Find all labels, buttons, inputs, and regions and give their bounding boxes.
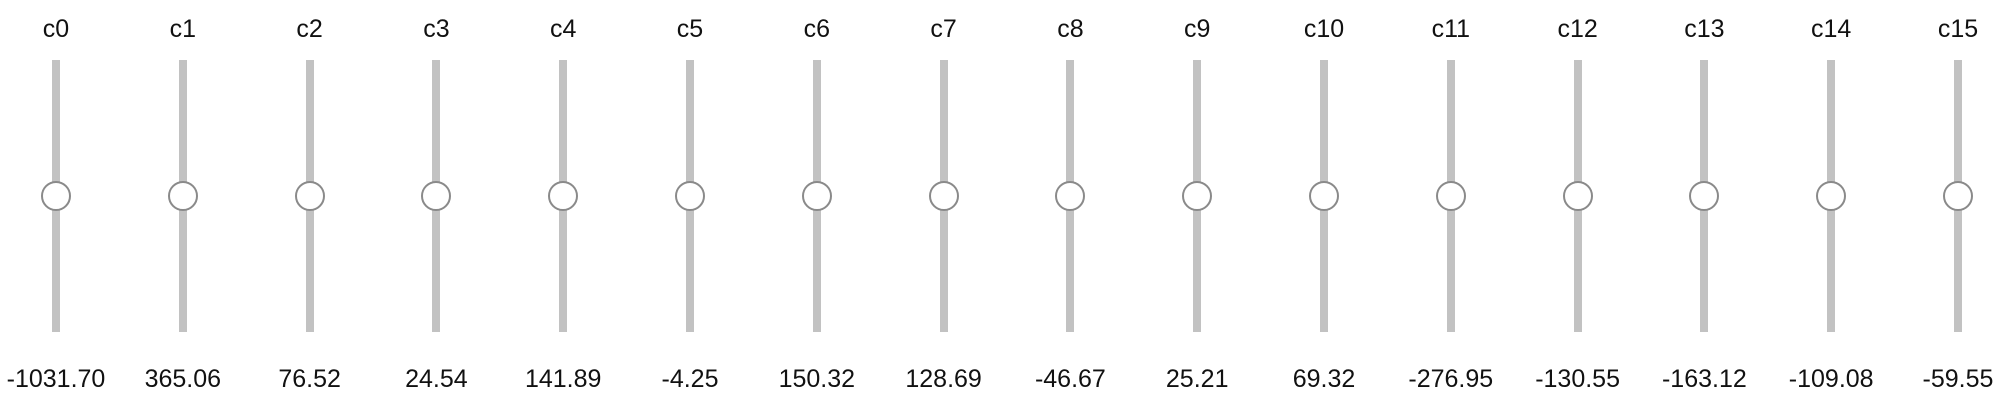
slider-label: c14 — [1811, 15, 1852, 43]
slider-label: c2 — [296, 15, 323, 43]
slider-label: c13 — [1684, 15, 1725, 43]
slider-label: c5 — [676, 15, 704, 43]
slider-c12: c12 -130.55 — [1516, 0, 1640, 400]
slider-value: -130.55 — [1535, 365, 1620, 393]
slider-label: c3 — [423, 15, 450, 43]
slider-c7: c7 128.69 — [882, 0, 1006, 400]
slider-value: -46.67 — [1034, 365, 1106, 393]
slider-c3: c3 24.54 — [374, 0, 498, 400]
slider-label: c4 — [549, 15, 577, 43]
slider-thumb[interactable] — [167, 181, 198, 211]
slider-thumb[interactable] — [1055, 181, 1086, 211]
slider-c2: c2 76.52 — [248, 0, 372, 400]
slider-value: -1031.70 — [6, 365, 106, 393]
slider-label: c8 — [1057, 15, 1084, 43]
slider-thumb[interactable] — [1435, 181, 1466, 211]
slider-c15: c15 -59.55 — [1896, 0, 2014, 400]
slider-c1: c1 365.06 — [121, 0, 245, 400]
slider-label: c11 — [1431, 15, 1471, 43]
slider-label: c9 — [1183, 15, 1211, 43]
slider-thumb[interactable] — [294, 181, 325, 211]
slider-value: -4.25 — [661, 365, 719, 393]
slider-c10: c10 69.32 — [1262, 0, 1386, 400]
slider-c5: c5 -4.25 — [628, 0, 752, 400]
slider-c0: c0 -1031.70 — [0, 0, 118, 400]
slider-thumb[interactable] — [421, 181, 452, 211]
slider-value: 141.89 — [524, 365, 602, 393]
slider-c4: c4 141.89 — [501, 0, 625, 400]
slider-value: -109.08 — [1788, 365, 1874, 393]
slider-value: 24.54 — [405, 365, 468, 393]
slider-thumb[interactable] — [675, 181, 705, 211]
slider-value: 69.32 — [1292, 365, 1356, 393]
slider-thumb[interactable] — [1689, 181, 1720, 211]
slider-thumb[interactable] — [1562, 181, 1593, 211]
slider-c14: c14 -109.08 — [1769, 0, 1893, 400]
slider-value: 365.06 — [144, 365, 222, 393]
slider-label: c1 — [169, 15, 196, 43]
slider-c8: c8 -46.67 — [1008, 0, 1132, 400]
slider-label: c6 — [803, 15, 830, 43]
slider-thumb[interactable] — [928, 181, 959, 211]
slider-value: 128.69 — [905, 365, 982, 393]
slider-label: c12 — [1557, 15, 1598, 43]
slider-c6: c6 150.32 — [755, 0, 879, 400]
slider-thumb[interactable] — [548, 181, 579, 211]
slider-thumb[interactable] — [801, 181, 832, 211]
slider-label: c0 — [42, 15, 70, 43]
slider-value: -276.95 — [1408, 365, 1494, 393]
slider-c9: c9 25.21 — [1135, 0, 1259, 400]
slider-value: -163.12 — [1661, 365, 1747, 393]
slider-value: -59.55 — [1922, 365, 1994, 393]
slider-thumb[interactable] — [1816, 181, 1847, 211]
slider-value: 76.52 — [278, 365, 341, 393]
slider-value: 25.21 — [1165, 365, 1229, 393]
slider-thumb[interactable] — [1182, 181, 1213, 211]
slider-label: c15 — [1937, 15, 1979, 43]
slider-c13: c13 -163.12 — [1642, 0, 1766, 400]
slider-label: c7 — [930, 15, 957, 43]
slider-thumb[interactable] — [1943, 181, 1973, 211]
slider-thumb[interactable] — [1309, 181, 1339, 211]
slider-c11: c11 -276.95 — [1389, 0, 1513, 400]
slider-thumb[interactable] — [41, 181, 71, 211]
slider-label: c10 — [1303, 15, 1345, 43]
slider-value: 150.32 — [778, 365, 856, 393]
